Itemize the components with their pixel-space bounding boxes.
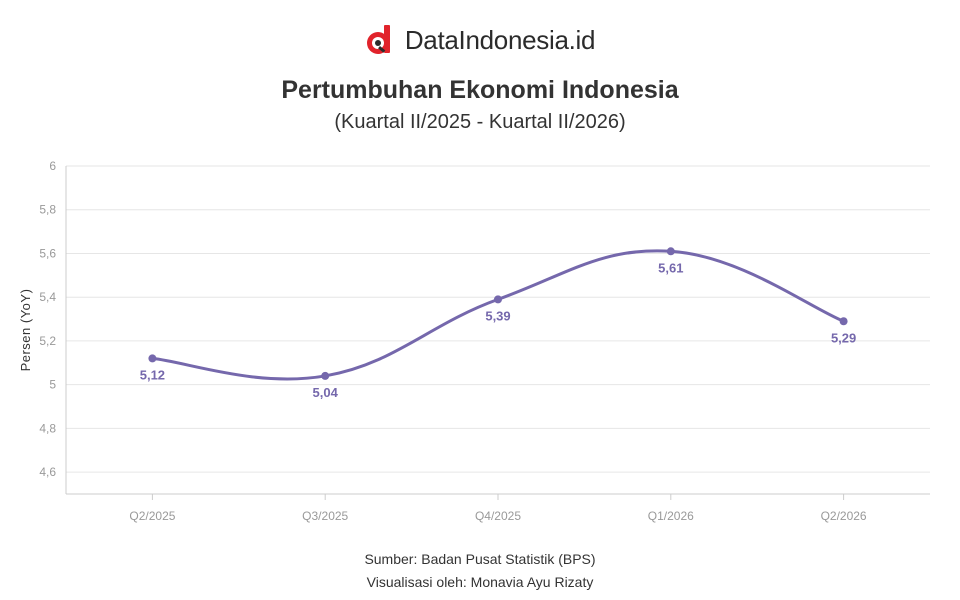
y-tick-label: 5,4 [39, 290, 56, 304]
data-point [148, 354, 157, 363]
dataindonesia-logo-icon [366, 25, 390, 54]
y-tick-label: 5,6 [39, 246, 56, 260]
data-label: 5,04 [313, 385, 339, 400]
brand-header: DataIndonesia.id [0, 20, 960, 60]
y-tick-label: 4,8 [39, 421, 56, 435]
brand-name: DataIndonesia.id [404, 24, 596, 55]
x-tick-label: Q2/2025 [129, 509, 175, 523]
data-points [148, 247, 848, 380]
y-tick-label: 5 [49, 378, 56, 392]
x-tick-label: Q3/2025 [302, 509, 348, 523]
axes: 4,6 4,8 5 5,2 5,4 5,6 5,8 6 Persen (YoY) Q2/2025 Q… [18, 159, 930, 523]
chart-subtitle: (Kuartal II/2025 - Kuartal II/2026) [334, 111, 626, 133]
source-note: Sumber: Badan Pusat Statistik (BPS) [364, 551, 596, 567]
y-tick-label: 5,8 [39, 203, 56, 217]
data-point [666, 247, 675, 256]
data-label: 5,39 [485, 308, 510, 323]
data-label: 5,12 [140, 367, 165, 382]
data-point [321, 371, 330, 380]
y-axis-title: Persen (YoY) [18, 289, 33, 372]
data-point [839, 317, 848, 326]
y-tick-label: 5,2 [39, 334, 56, 348]
x-tick-label: Q4/2025 [475, 509, 521, 523]
y-tick-label: 6 [49, 159, 56, 173]
data-label: 5,29 [831, 330, 856, 345]
y-tick-label: 4,6 [39, 465, 56, 479]
data-label: 5,61 [658, 260, 683, 275]
x-tick-label: Q2/2026 [821, 509, 867, 523]
credit-note: Visualisasi oleh: Monavia Ayu Rizaty [366, 574, 594, 590]
data-labels: 5,12 5,04 5,39 5,61 5,29 [140, 260, 857, 400]
chart-title: Pertumbuhan Ekonomi Indonesia [281, 76, 679, 104]
grid-lines [66, 165, 930, 473]
x-tick-label: Q1/2026 [648, 509, 694, 523]
data-point [494, 295, 502, 304]
